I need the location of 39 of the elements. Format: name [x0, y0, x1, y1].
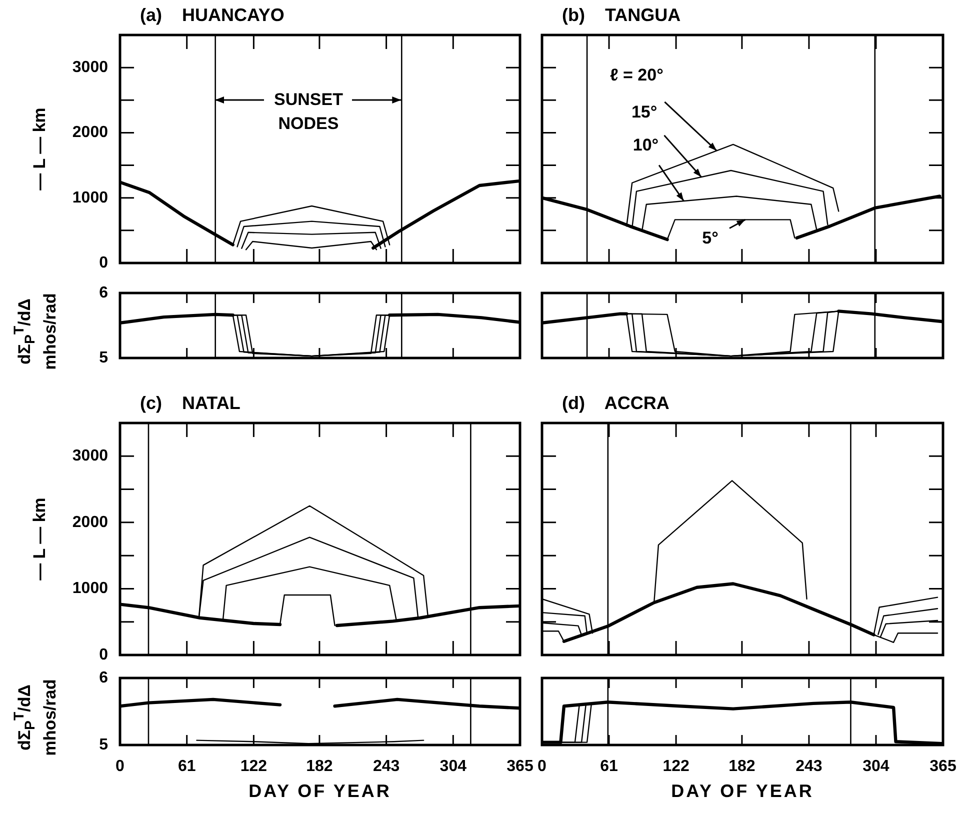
annotation: 5°	[702, 228, 719, 248]
x-tick-label: 61	[600, 758, 618, 776]
y-tick-label: 3000	[72, 58, 108, 76]
x-tick-label: 0	[116, 758, 125, 776]
x-tick-label: 365	[930, 758, 956, 776]
x-tick-label: 122	[662, 758, 690, 776]
y-tick-label: 3000	[72, 448, 108, 465]
x-tick-label: 304	[440, 758, 467, 776]
x-tick-label: 304	[862, 758, 890, 776]
x-tick-label: 182	[728, 758, 756, 776]
x-axis-title: DAY OF YEAR	[248, 781, 392, 802]
x-tick-label: 243	[372, 758, 400, 776]
y-tick-label: 6	[99, 284, 108, 302]
x-tick-label: 61	[178, 758, 196, 776]
y-tick-label: 6	[99, 669, 108, 686]
y-axis-title: — L — km	[30, 106, 50, 192]
y-tick-label: 1000	[72, 580, 108, 598]
annotation: SUNSET NODES	[274, 90, 344, 133]
chart-title: (b) TANGUA	[562, 5, 681, 26]
y-tick-label: 5	[99, 736, 108, 754]
x-tick-label: 365	[506, 758, 534, 776]
y-tick-label: 0	[99, 646, 108, 664]
chart-title: (c) NATAL	[140, 393, 240, 414]
chart-title: (a) HUANCAYO	[140, 5, 284, 26]
annotation: ℓ = 20°	[610, 65, 664, 84]
x-axis-title: DAY OF YEAR	[670, 781, 815, 802]
y-tick-label: 5	[99, 349, 108, 366]
x-tick-label: 122	[240, 758, 268, 776]
y-tick-label: 2000	[72, 514, 108, 531]
annotation: 15°	[631, 102, 658, 122]
x-tick-label: 0	[538, 758, 547, 776]
chart-title: (d) ACCRA	[562, 393, 670, 414]
annotation: 10°	[632, 136, 659, 155]
y-tick-label: 1000	[72, 189, 108, 206]
y-tick-label: 0	[99, 254, 108, 272]
x-tick-label: 243	[796, 758, 822, 776]
x-tick-label: 182	[306, 758, 333, 776]
y-axis-title: — L — km	[30, 496, 50, 582]
y-tick-label: 2000	[72, 124, 108, 142]
